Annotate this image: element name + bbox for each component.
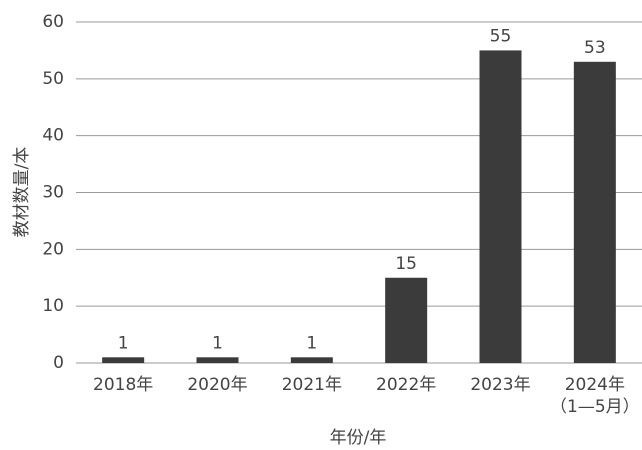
bar: [479, 50, 522, 364]
bar: [102, 357, 145, 363]
x-tick-label: 2018年: [93, 375, 153, 395]
data-label: 55: [490, 26, 512, 46]
bar: [290, 357, 333, 363]
data-label: 15: [395, 254, 417, 274]
x-tick-label: 2023年: [470, 375, 530, 395]
y-tick-label: 40: [42, 126, 64, 146]
x-tick-label: 2021年: [282, 375, 342, 395]
bar: [196, 357, 239, 363]
data-label: 1: [212, 333, 223, 353]
y-tick-label: 50: [42, 69, 64, 89]
y-tick-label: 30: [42, 183, 64, 203]
x-tick-label: 2020年: [187, 375, 247, 395]
x-tick-label: 2022年: [376, 375, 436, 395]
y-axis-label: 教材数量/本: [12, 147, 32, 238]
data-label: 1: [306, 333, 317, 353]
y-tick-label: 60: [42, 12, 64, 32]
y-tick-label: 20: [42, 239, 64, 259]
x-tick-label: 2024年（1—5月）: [550, 375, 640, 417]
bar: [573, 61, 616, 364]
bar: [385, 277, 428, 363]
data-label: 1: [118, 333, 129, 353]
x-axis-label: 年份/年: [330, 428, 387, 448]
y-tick-label: 10: [42, 296, 64, 316]
y-tick-label: 0: [53, 353, 64, 373]
data-label: 53: [584, 38, 606, 58]
